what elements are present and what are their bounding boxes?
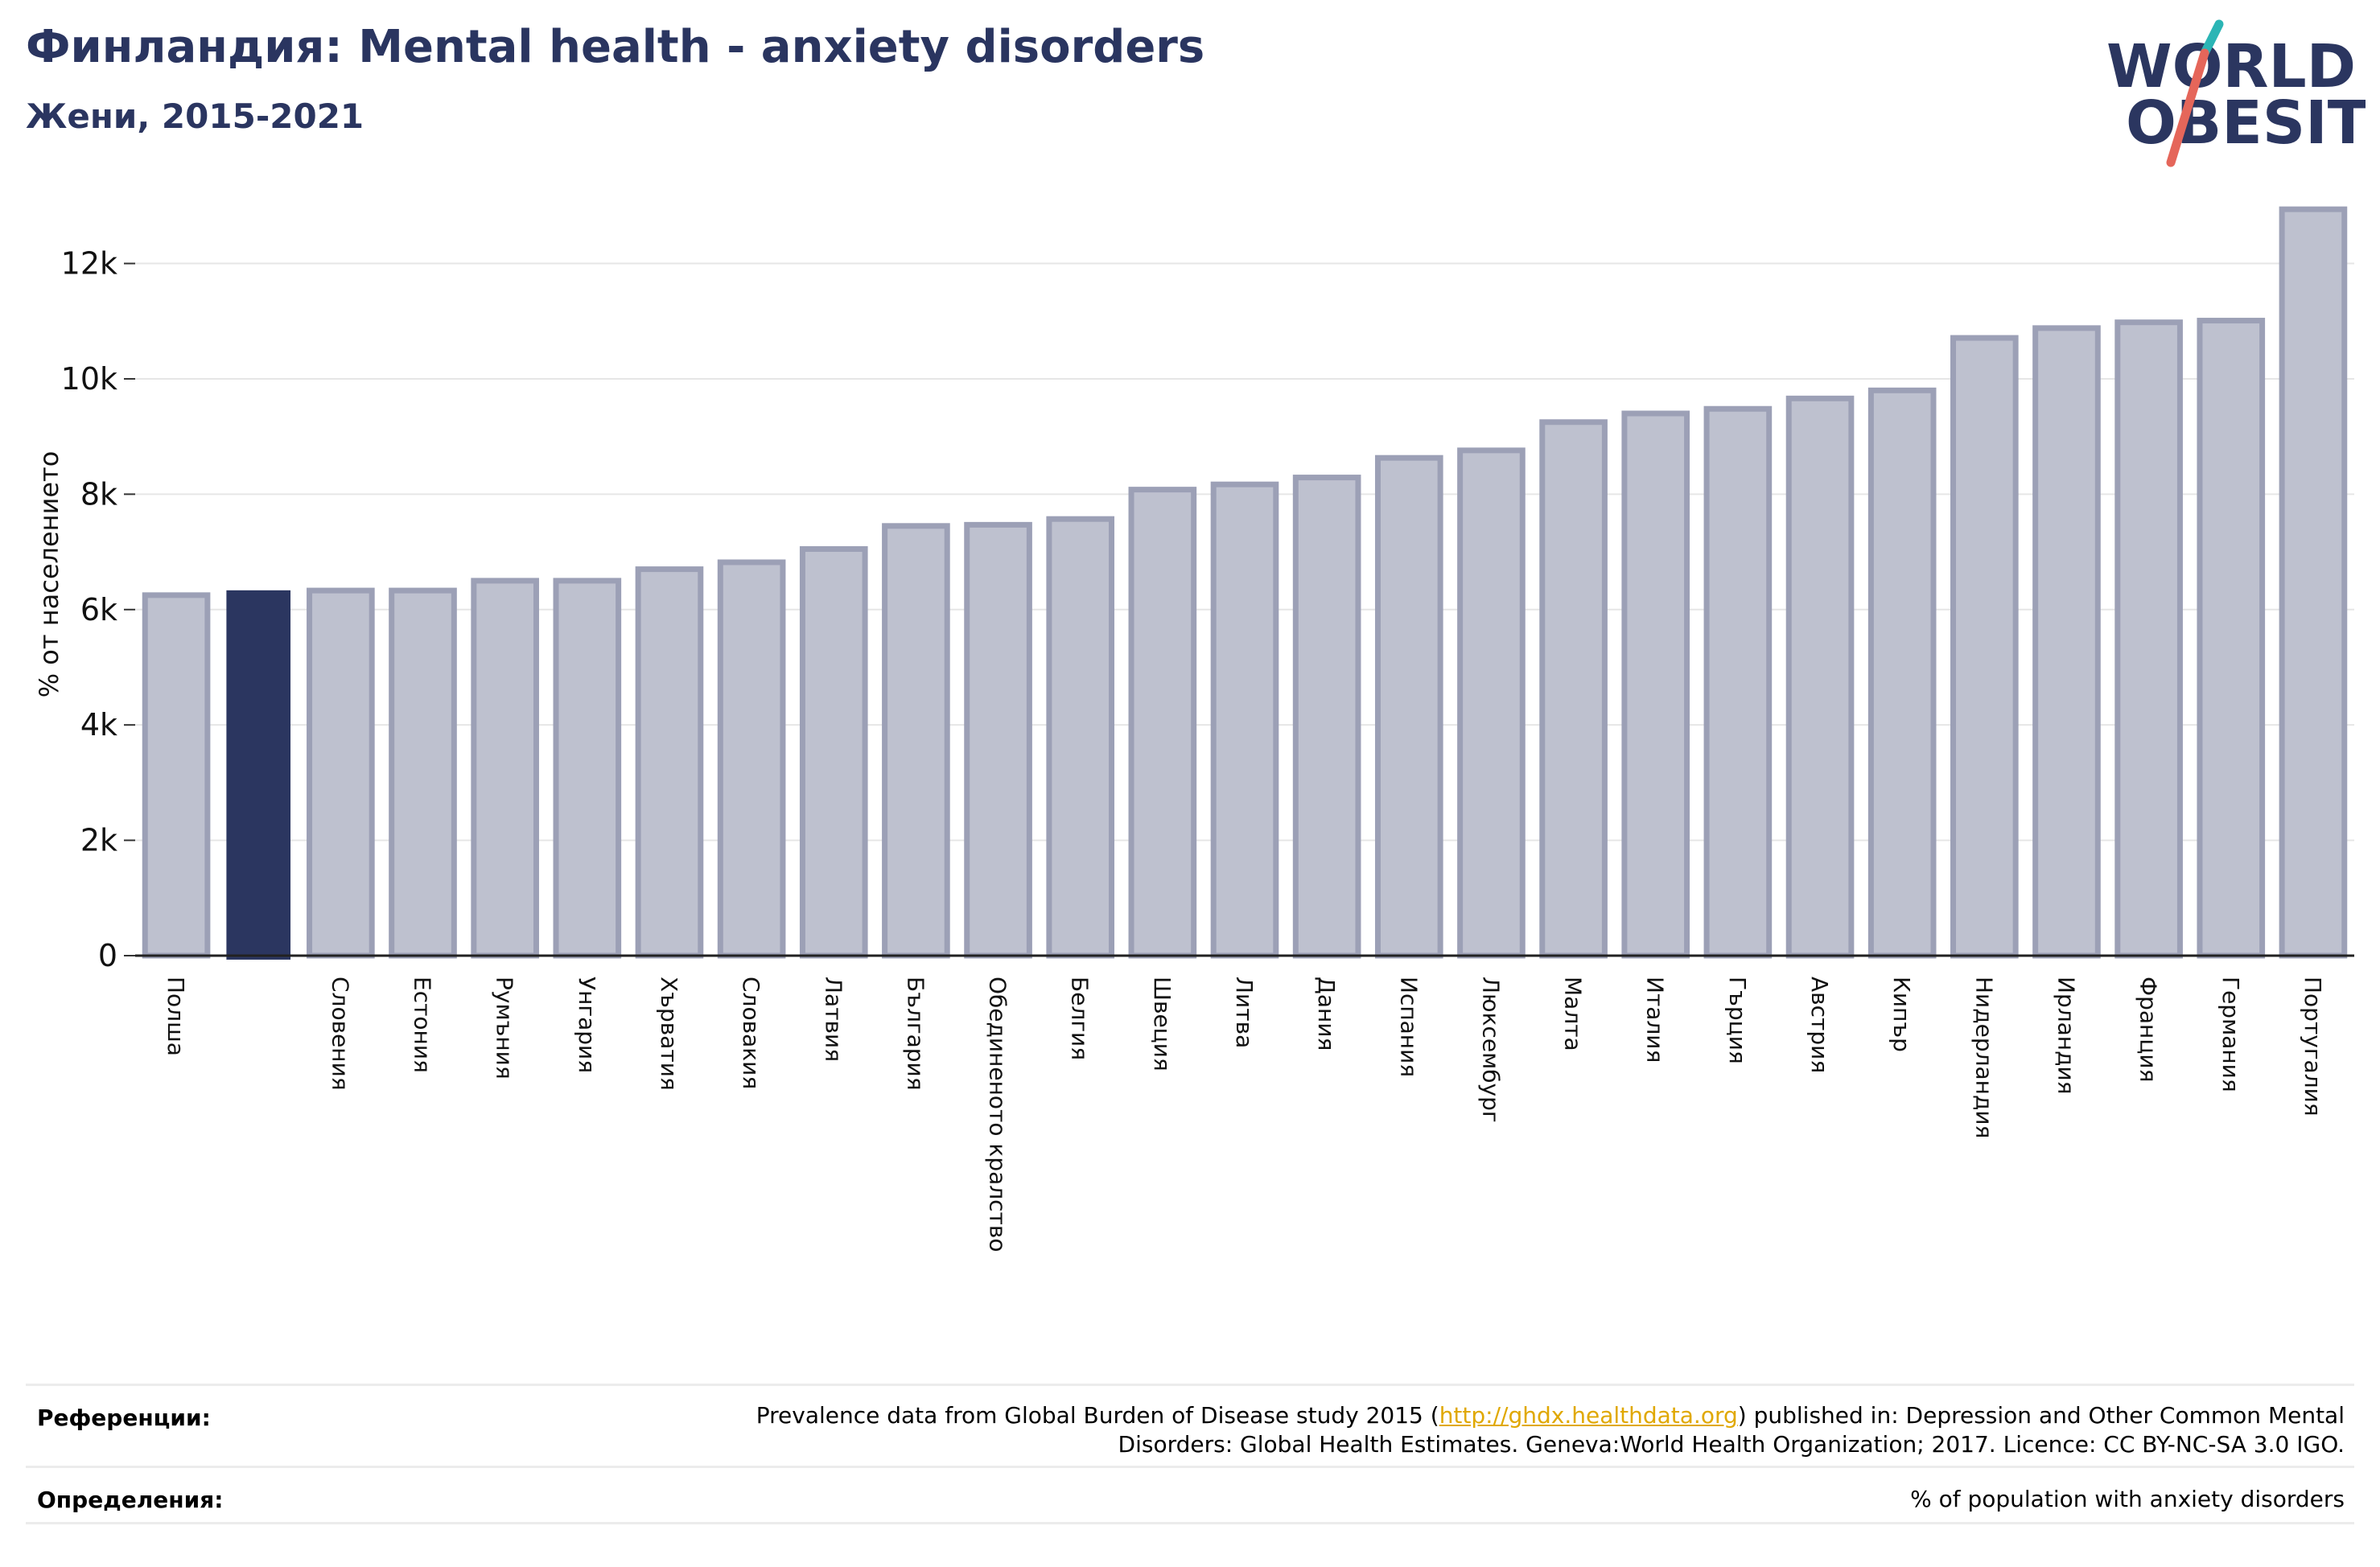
bar-Обединеното кралство: [964, 521, 1032, 959]
references-text-after: ) published in: Depression and Other Com…: [1737, 1402, 2345, 1429]
x-tick-label: Хърватия: [656, 977, 682, 1091]
bar-Люксембург: [1457, 447, 1526, 959]
references-label: Референции:: [37, 1405, 211, 1431]
x-tick-label: Белгия: [1067, 977, 1093, 1060]
bar-Португалия: [2279, 206, 2348, 959]
y-tick-label: 12k: [61, 246, 117, 282]
x-tick-label: Латвия: [820, 977, 846, 1062]
x-tick-label: Италия: [1642, 977, 1669, 1063]
bar-Хърватия: [635, 566, 704, 959]
bar-Австрия: [1785, 395, 1855, 959]
y-axis-label: % от населението: [34, 451, 64, 698]
x-tick-label: Словакия: [738, 977, 764, 1089]
bar-Белгия: [1046, 516, 1115, 959]
x-tick-label: Румъния: [492, 977, 518, 1080]
bar-Швеция: [1128, 487, 1197, 959]
bar-Ирландия: [2032, 325, 2101, 959]
definitions-text: % of population with anxiety disorders: [1910, 1486, 2345, 1512]
references-text-before: Prevalence data from Global Burden of Di…: [756, 1402, 1439, 1429]
x-tick-label: Швеция: [1149, 977, 1176, 1071]
references-text-line2: Disorders: Global Health Estimates. Gene…: [1118, 1431, 2345, 1458]
logo-slash-coral: [2166, 48, 2209, 167]
x-tick-label: Германия: [2217, 977, 2244, 1092]
bar-Испания: [1374, 454, 1443, 959]
x-tick-label: Португалия: [2300, 977, 2326, 1117]
footer-divider-bottom: [26, 1522, 2354, 1524]
bar-Нидерландия: [1950, 335, 2019, 959]
bar-Италия: [1621, 410, 1690, 959]
x-tick-label: Литва: [1231, 977, 1258, 1048]
bar-Малта: [1539, 419, 1608, 959]
logo-text-world: WORLD: [2106, 32, 2356, 101]
logo-text-obesity: OBESITY: [2126, 88, 2366, 158]
x-tick-label: Нидерландия: [1970, 977, 1997, 1138]
bar-Франция: [2114, 319, 2183, 959]
logo-slash-teal: [2200, 19, 2224, 58]
bar-Румъния: [471, 578, 539, 959]
x-tick-label: Малта: [1560, 977, 1587, 1051]
x-tick-label: Франция: [2135, 977, 2162, 1082]
x-tick-label: Словения: [327, 977, 353, 1091]
y-tick-label: 8k: [80, 476, 117, 512]
page-title: Финландия: Mental health - anxiety disor…: [26, 21, 1205, 73]
bar-Литва: [1210, 481, 1279, 959]
y-tick-label: 10k: [61, 361, 117, 397]
bar-Естония: [389, 587, 457, 959]
x-tick-label: Ирландия: [2053, 977, 2079, 1094]
references-text: Prevalence data from Global Burden of Di…: [756, 1401, 2345, 1459]
definitions-label: Определения:: [37, 1487, 224, 1513]
x-tick-label: Люксембург: [1477, 977, 1504, 1123]
bar-Латвия: [799, 545, 868, 959]
bar-Унгария: [553, 578, 622, 959]
bar-Дания: [1292, 475, 1361, 959]
x-tick-label: Естония: [410, 977, 436, 1073]
x-tick-label: Унгария: [574, 977, 600, 1073]
bar-highlight: [226, 590, 291, 960]
footer-divider-middle: [26, 1466, 2354, 1468]
bar-България: [882, 523, 950, 959]
bar-Гърция: [1703, 405, 1773, 959]
bar-chart: 0 2k 4k 6k 8k 10k 12k % от населението Полша Слов…: [34, 206, 2354, 1252]
x-tick-label: Обединеното кралство: [985, 977, 1011, 1252]
bar-Германия: [2197, 318, 2266, 959]
x-tick-label: Кипър: [1888, 977, 1915, 1052]
x-tick-label: България: [902, 977, 929, 1091]
x-tick-label: Полша: [163, 977, 189, 1056]
x-tick-label: Испания: [1395, 977, 1422, 1077]
y-tick-label: 2k: [80, 823, 117, 858]
x-tick-label: Гърция: [1724, 977, 1751, 1064]
y-tick-label: 4k: [80, 707, 117, 742]
page-subtitle: Жени, 2015-2021: [26, 97, 364, 136]
x-tick-label: Австрия: [1806, 977, 1833, 1073]
bar-Словения: [307, 587, 375, 959]
bar-Полша: [142, 592, 211, 959]
references-link[interactable]: http://ghdx.healthdata.org: [1439, 1402, 1738, 1429]
world-obesity-logo: WORLD OBESITY: [2106, 19, 2366, 167]
bar-Словакия: [717, 559, 786, 959]
bar-Кипър: [1867, 387, 1937, 959]
footer-divider-top: [26, 1384, 2354, 1386]
x-tick-label: Дания: [1313, 977, 1340, 1051]
y-tick-label: 0: [98, 938, 117, 973]
y-tick-label: 6k: [80, 592, 117, 627]
